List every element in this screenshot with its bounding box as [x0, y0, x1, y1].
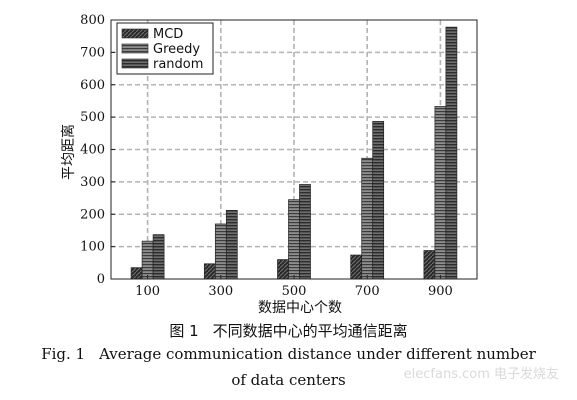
x-tick-label: 900	[428, 284, 453, 299]
x-tick-label: 300	[208, 284, 233, 299]
legend-label-greedy: Greedy	[153, 42, 200, 57]
watermark: elecfans.com 电子发烧友	[403, 367, 559, 382]
caption-en-text-line1: Average communication distance under dif…	[99, 345, 536, 363]
y-tick-label: 700	[80, 45, 105, 60]
legend-swatch-random	[121, 58, 149, 69]
bar-mcd-700	[350, 254, 363, 280]
caption-cn-text: 不同数据中心的平均通信距离	[212, 322, 408, 340]
caption-english-line2: of data centers	[0, 371, 577, 389]
legend-label-random: random	[153, 57, 203, 72]
caption-en-text-line2: of data centers	[231, 371, 346, 389]
caption-chinese: 图 1 不同数据中心的平均通信距离	[0, 320, 577, 341]
bar-random-700	[372, 120, 385, 280]
x-axis-label: 数据中心个数	[258, 300, 342, 316]
legend-swatch-greedy	[121, 43, 149, 54]
bar-greedy-300	[214, 223, 227, 280]
y-axis-label: 平均距离	[60, 124, 77, 180]
y-tick-label: 800	[80, 13, 105, 28]
bar-mcd-500	[277, 259, 289, 280]
caption-en-label: Fig. 1	[41, 345, 86, 363]
axis-ticks: 0 100 200 300 400 500 600 700 800 100 300 500 700 900	[80, 13, 453, 299]
bar-random-500	[299, 184, 311, 280]
bar-chart: 0 100 200 300 400 500 600 700 800 100 300 500 700 900…	[60, 13, 478, 316]
x-tick-label: 100	[135, 284, 160, 299]
y-tick-label: 300	[80, 175, 105, 190]
legend-label-mcd: MCD	[153, 27, 183, 42]
bar-greedy-500	[288, 199, 300, 280]
y-tick-label: 400	[80, 143, 105, 158]
caption-english-line1: Fig. 1 Average communication distance und…	[0, 345, 577, 363]
x-tick-label: 500	[282, 284, 307, 299]
legend-swatch-mcd	[121, 28, 149, 39]
y-tick-label: 0	[97, 272, 105, 287]
bar-greedy-100	[141, 240, 154, 280]
bar-greedy-900	[434, 106, 447, 280]
y-tick-label: 500	[80, 110, 105, 125]
bar-random-300	[225, 210, 238, 280]
bar-greedy-700	[361, 157, 374, 280]
bar-mcd-100	[130, 267, 143, 280]
caption-cn-label: 图 1	[169, 322, 199, 340]
y-tick-label: 100	[80, 240, 105, 255]
bar-mcd-300	[203, 263, 216, 280]
y-tick-label: 200	[80, 207, 105, 222]
bar-random-100	[152, 234, 165, 280]
y-tick-label: 600	[80, 78, 105, 93]
bar-mcd-900	[423, 250, 436, 280]
x-tick-label: 700	[355, 284, 380, 299]
bar-random-900	[445, 26, 458, 280]
